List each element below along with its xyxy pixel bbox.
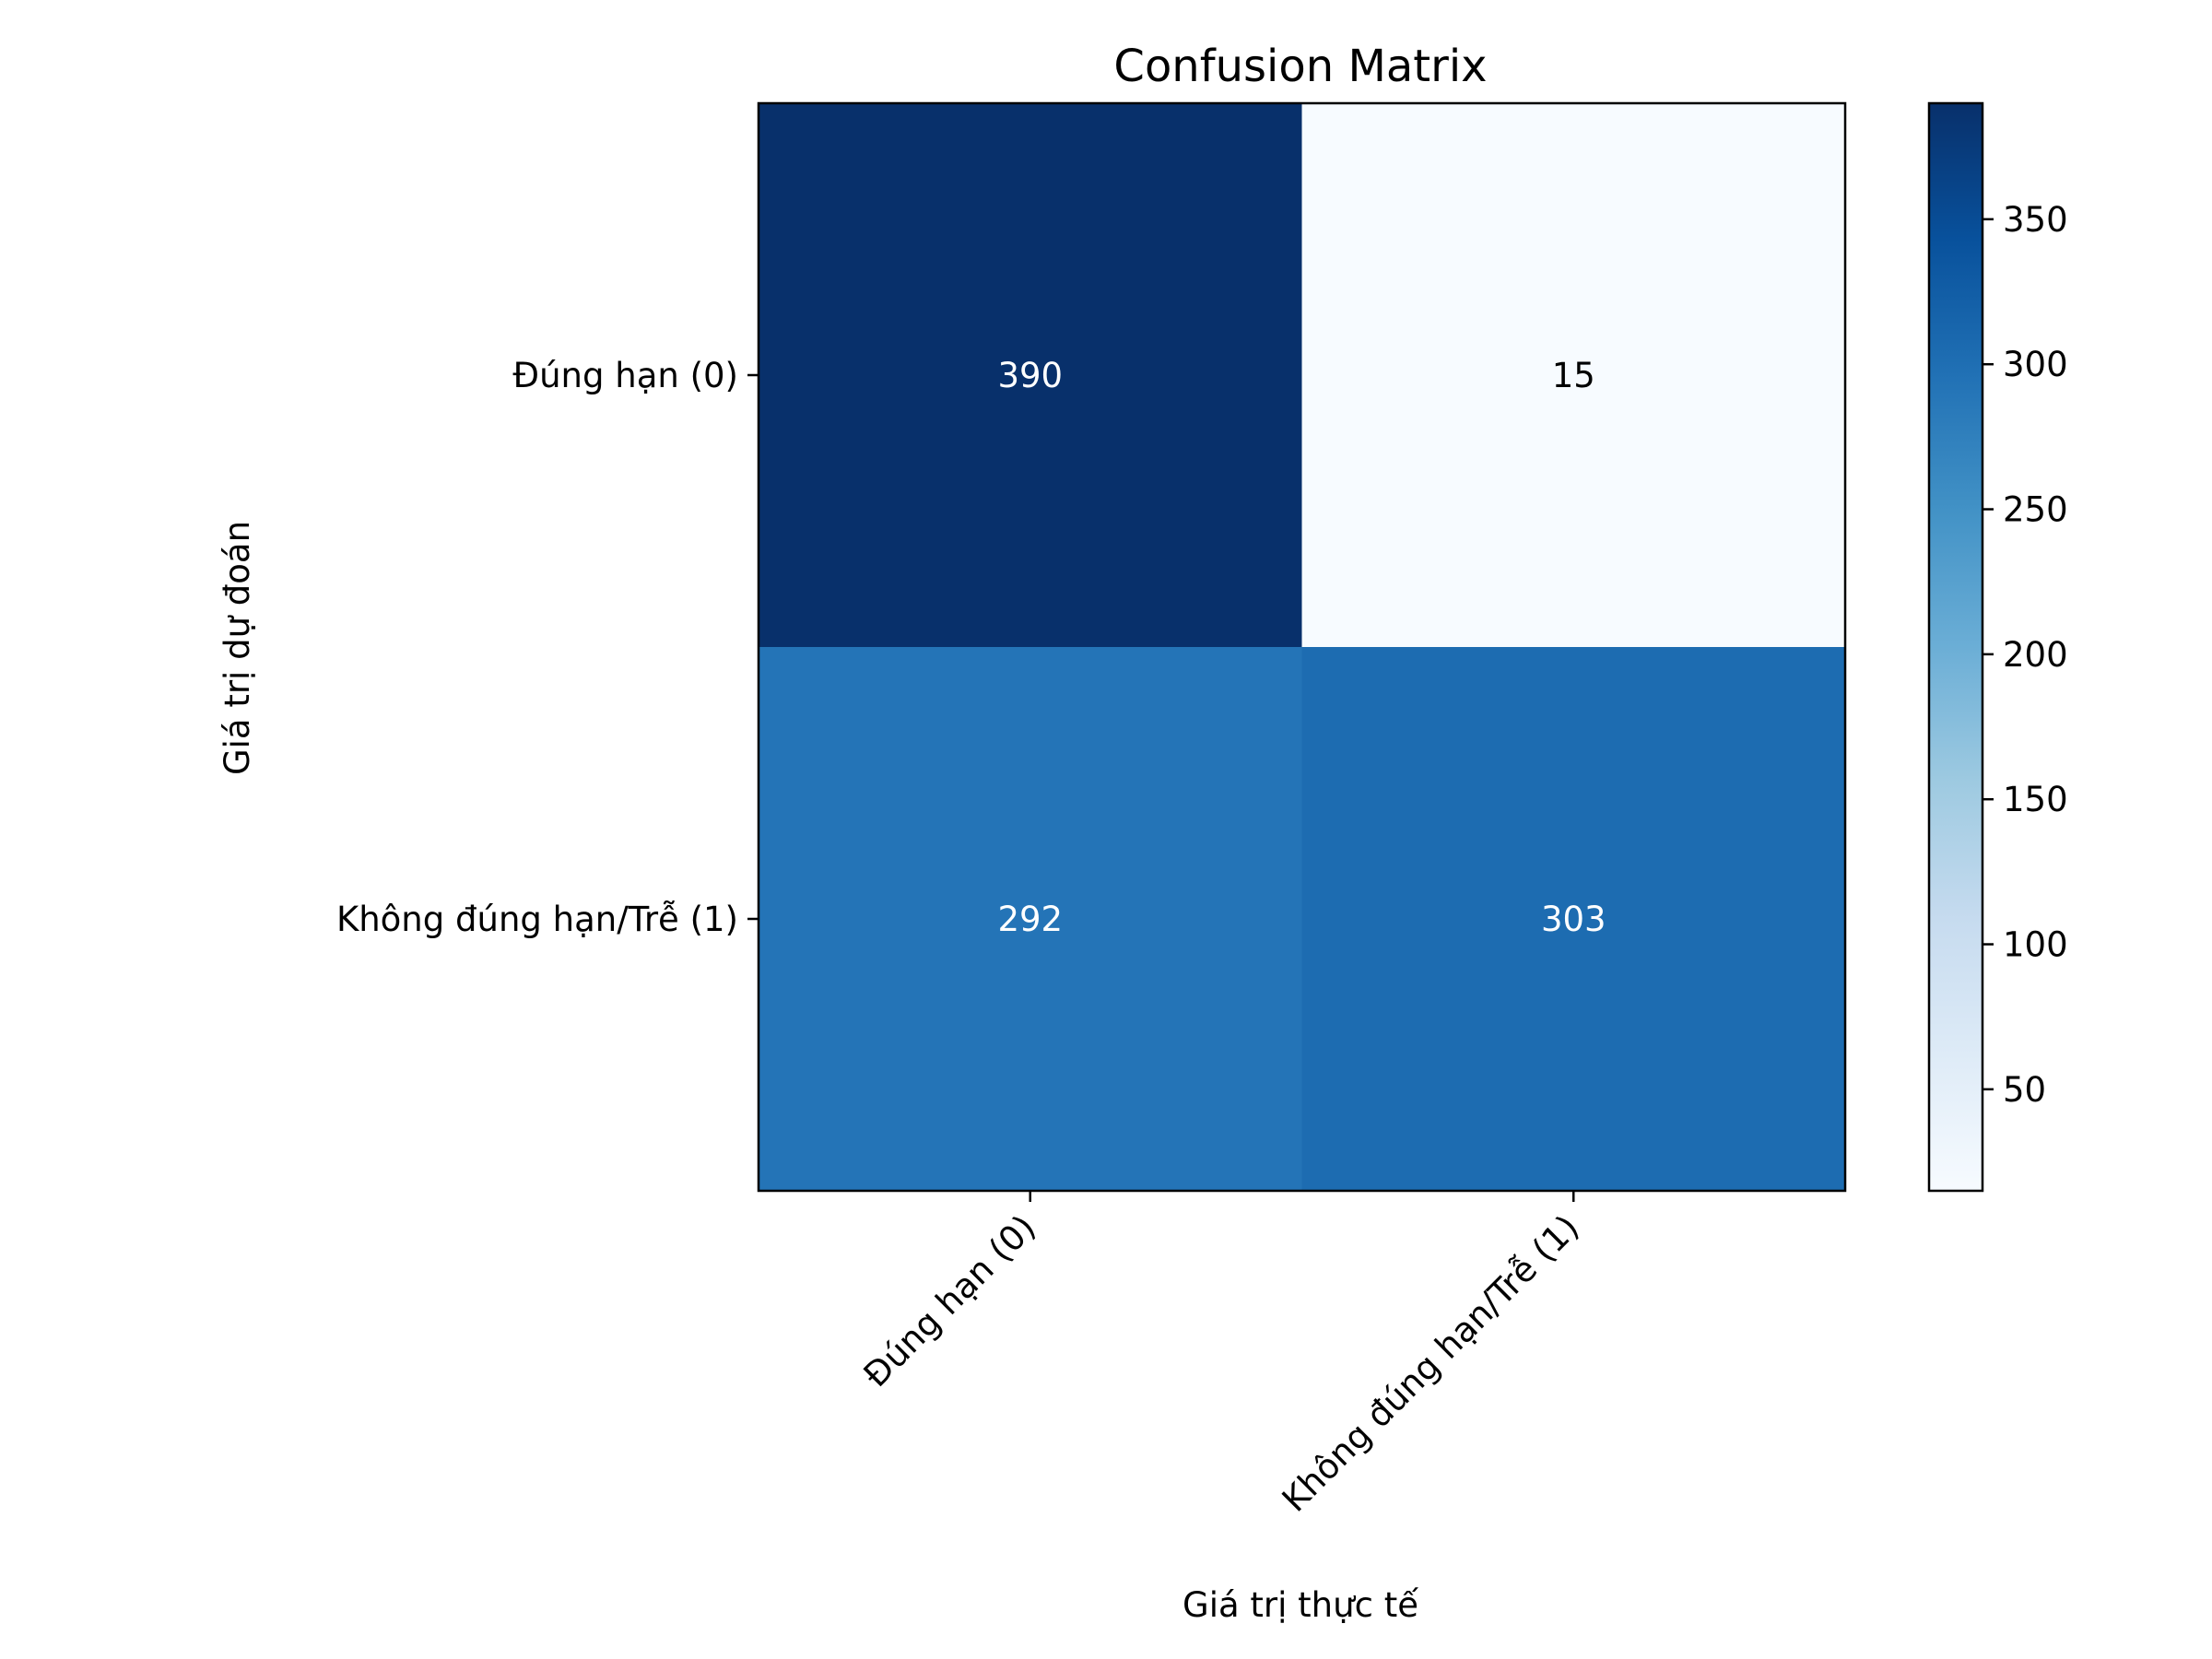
heatmap-cell xyxy=(759,647,1302,1192)
colorbar xyxy=(1927,101,1984,1193)
x-tick-label: Không đúng hạn/Trễ (1) xyxy=(1275,1207,1587,1520)
cell-value-label: 390 xyxy=(997,356,1063,395)
heatmap-cell xyxy=(759,103,1302,648)
plot-frame xyxy=(757,101,1847,1193)
x-axis-label: Giá trị thực tế xyxy=(1182,1585,1418,1625)
cell-value-label: 292 xyxy=(997,900,1063,939)
colorbar-tick-label: 200 xyxy=(2003,635,2068,675)
x-axis-ticks: Đúng hạn (0) Không đúng hạn/Trễ (1) xyxy=(856,1191,1587,1520)
colorbar-ticks: 50 100 150 200 250 300 350 xyxy=(1983,200,2068,1110)
colorbar-tick-label: 350 xyxy=(2003,200,2068,240)
heatmap-cell xyxy=(1301,647,1846,1192)
y-axis-ticks: Đúng hạn (0) Không đúng hạn/Trễ (1) xyxy=(336,356,759,939)
chart-title: Confusion Matrix xyxy=(1113,41,1487,92)
x-tick-label: Đúng hạn (0) xyxy=(856,1207,1043,1394)
colorbar-tick-label: 150 xyxy=(2003,780,2068,819)
y-axis-label: Giá trị dự đoán xyxy=(218,521,257,775)
colorbar-tick-label: 250 xyxy=(2003,490,2068,530)
cell-value-label: 15 xyxy=(1552,356,1595,395)
heatmap-cell xyxy=(1301,103,1846,648)
y-tick-label: Đúng hạn (0) xyxy=(512,356,738,395)
colorbar-tick-label: 50 xyxy=(2003,1070,2046,1110)
colorbar-tick-label: 100 xyxy=(2003,925,2068,965)
y-tick-label: Không đúng hạn/Trễ (1) xyxy=(336,900,738,939)
colorbar-tick-label: 300 xyxy=(2003,345,2068,384)
cell-value-label: 303 xyxy=(1541,900,1606,939)
heatmap-cells: 390 15 292 303 xyxy=(759,103,1846,1192)
